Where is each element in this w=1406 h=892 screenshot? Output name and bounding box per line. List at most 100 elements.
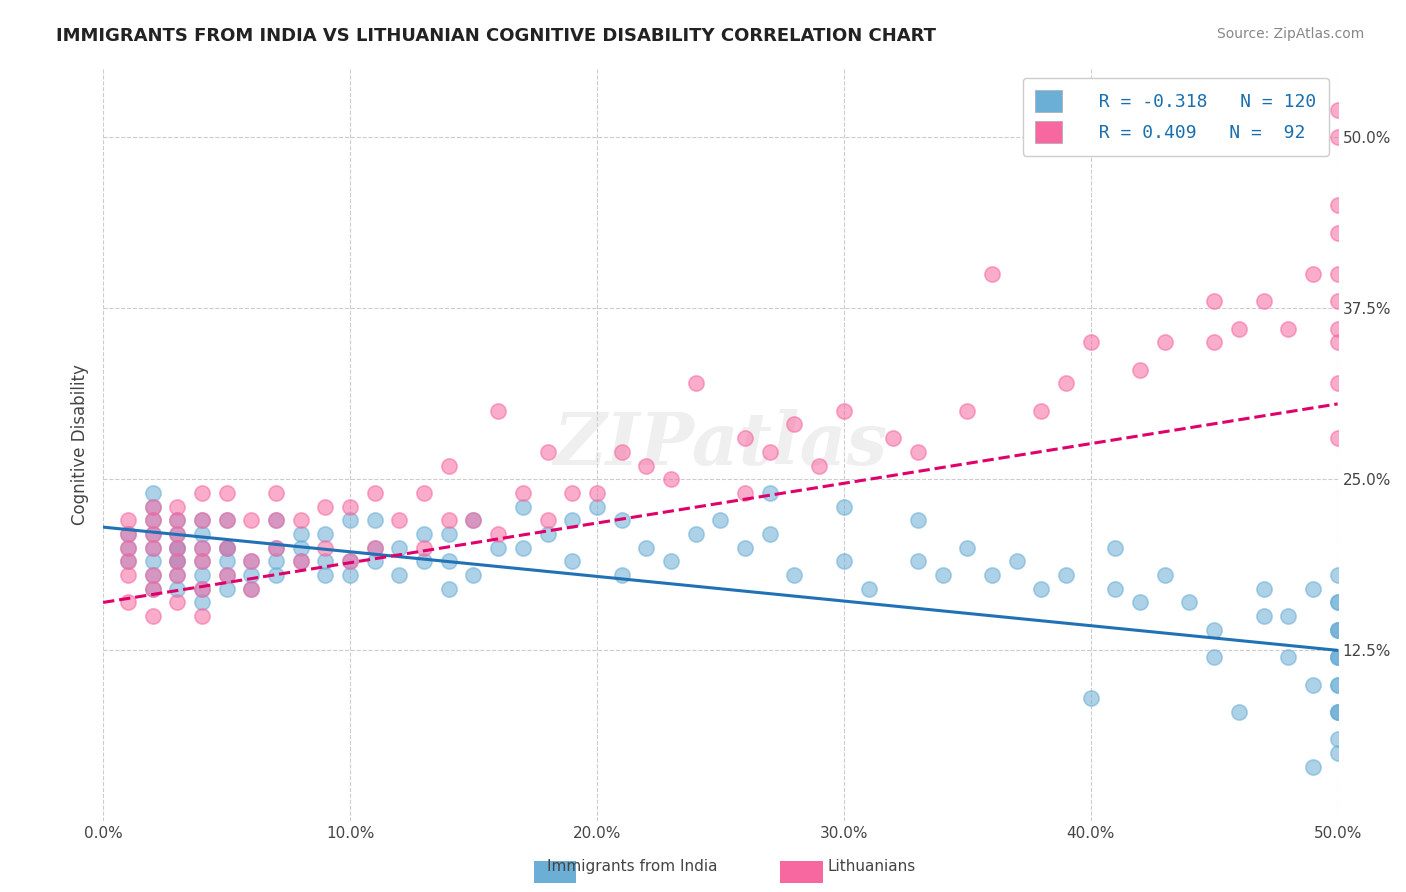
Point [486, 541, 509, 555]
Point [264, 568, 287, 582]
Point [1277, 609, 1299, 624]
Point [339, 554, 361, 568]
Point [166, 554, 188, 568]
Point [141, 500, 163, 514]
Point [290, 554, 312, 568]
Point [1326, 595, 1348, 609]
Point [215, 554, 238, 568]
Point [314, 500, 336, 514]
Point [636, 458, 658, 473]
Point [191, 595, 214, 609]
Point [166, 582, 188, 596]
Point [314, 568, 336, 582]
Point [166, 568, 188, 582]
Point [191, 486, 214, 500]
Text: Immigrants from India: Immigrants from India [547, 859, 718, 874]
Point [364, 541, 387, 555]
Point [1326, 226, 1348, 240]
Point [314, 554, 336, 568]
Point [956, 541, 979, 555]
Point [364, 554, 387, 568]
Point [1326, 431, 1348, 445]
Point [339, 568, 361, 582]
Point [463, 513, 485, 527]
Point [215, 513, 238, 527]
Point [166, 568, 188, 582]
Text: IMMIGRANTS FROM INDIA VS LITHUANIAN COGNITIVE DISABILITY CORRELATION CHART: IMMIGRANTS FROM INDIA VS LITHUANIAN COGN… [56, 27, 936, 45]
Point [783, 568, 806, 582]
Point [141, 568, 163, 582]
Point [1326, 595, 1348, 609]
Y-axis label: Cognitive Disability: Cognitive Disability [72, 365, 89, 525]
Point [339, 513, 361, 527]
Point [610, 513, 633, 527]
Point [586, 500, 609, 514]
Point [117, 513, 139, 527]
Point [907, 554, 929, 568]
Point [1326, 568, 1348, 582]
Point [1227, 321, 1250, 335]
Point [388, 541, 411, 555]
Point [882, 431, 904, 445]
Point [536, 527, 558, 541]
Point [1031, 403, 1053, 417]
Point [1326, 677, 1348, 691]
Point [1302, 267, 1324, 281]
Point [166, 595, 188, 609]
Point [1204, 294, 1226, 309]
Point [758, 486, 780, 500]
Point [858, 582, 880, 596]
Point [364, 541, 387, 555]
Point [290, 527, 312, 541]
Point [1302, 677, 1324, 691]
Point [1326, 732, 1348, 747]
Point [734, 486, 756, 500]
Point [364, 486, 387, 500]
Point [215, 541, 238, 555]
Point [437, 582, 460, 596]
Point [141, 527, 163, 541]
Point [561, 554, 583, 568]
Point [1253, 609, 1275, 624]
Point [141, 582, 163, 596]
Point [117, 527, 139, 541]
Point [463, 568, 485, 582]
Point [1204, 623, 1226, 637]
Point [191, 513, 214, 527]
Point [117, 527, 139, 541]
Point [166, 541, 188, 555]
Point [783, 417, 806, 432]
Point [610, 568, 633, 582]
Point [215, 582, 238, 596]
Point [1302, 760, 1324, 774]
Point [636, 541, 658, 555]
Point [931, 568, 953, 582]
Point [141, 513, 163, 527]
Point [659, 472, 682, 486]
Point [117, 541, 139, 555]
Point [166, 527, 188, 541]
Text: ZIPatlas: ZIPatlas [554, 409, 887, 481]
Point [191, 568, 214, 582]
Point [1326, 130, 1348, 145]
Point [1326, 705, 1348, 719]
Point [1326, 267, 1348, 281]
Point [1326, 623, 1348, 637]
Point [264, 554, 287, 568]
Point [1326, 650, 1348, 665]
Point [1326, 677, 1348, 691]
Point [1005, 554, 1028, 568]
Point [1104, 541, 1126, 555]
Point [1326, 321, 1348, 335]
Point [1153, 335, 1175, 350]
Point [1104, 582, 1126, 596]
Point [117, 595, 139, 609]
Point [388, 568, 411, 582]
Point [1326, 746, 1348, 760]
Point [1054, 376, 1077, 391]
Point [141, 582, 163, 596]
Point [734, 431, 756, 445]
Point [1326, 198, 1348, 212]
Point [141, 609, 163, 624]
Text: Lithuanians: Lithuanians [828, 859, 915, 874]
